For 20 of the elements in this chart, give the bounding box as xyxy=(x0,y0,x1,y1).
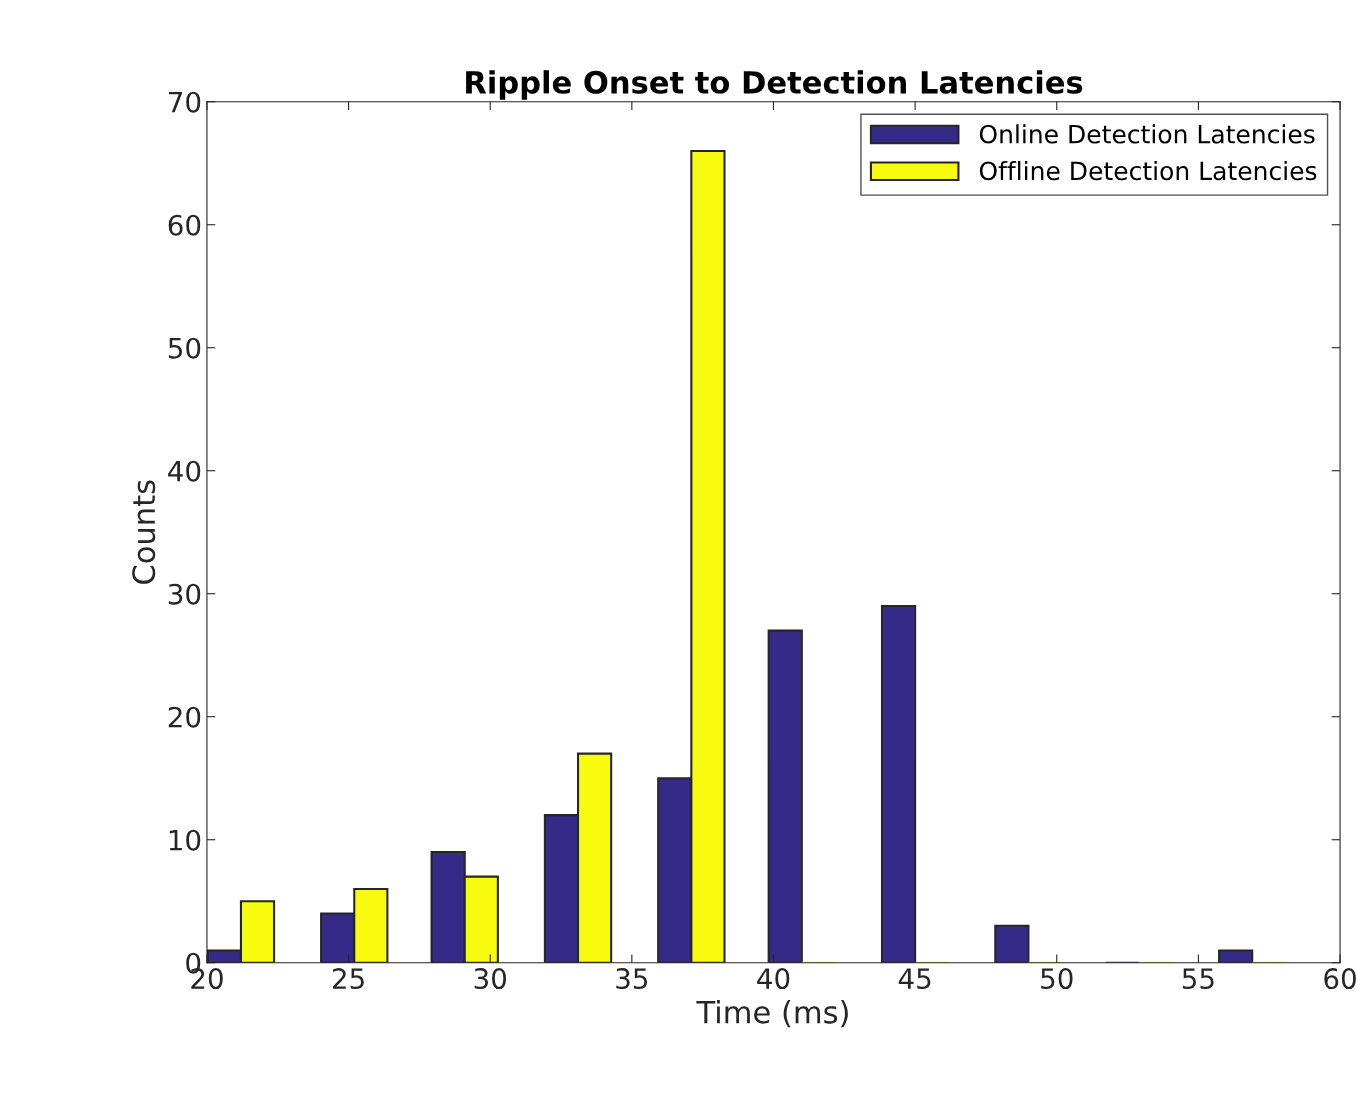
legend-label: Offline Detection Latencies xyxy=(979,160,1317,181)
y-tick-label: 30 xyxy=(168,583,201,605)
x-axis-title: Time (ms) xyxy=(696,1000,848,1028)
y-tick-label: 70 xyxy=(169,91,201,113)
x-tick-label: 25 xyxy=(332,968,364,990)
x-tick-label: 35 xyxy=(616,968,648,990)
x-tick-label: 45 xyxy=(898,968,931,990)
x-tick-label: 55 xyxy=(1182,968,1214,990)
x-tick-label: 40 xyxy=(757,968,790,990)
x-tick-label: 60 xyxy=(1324,968,1356,990)
y-tick-label: 50 xyxy=(168,337,201,359)
y-tick-label: 40 xyxy=(168,460,201,482)
y-tick-label: 10 xyxy=(169,829,201,851)
x-tick-label: 30 xyxy=(474,968,507,990)
x-tick-label: 50 xyxy=(1041,968,1073,990)
chart-title: Ripple Onset to Detection Latencies xyxy=(466,70,1083,100)
y-axis-title: Counts xyxy=(132,480,156,584)
legend-label: Online Detection Latencies xyxy=(979,124,1315,144)
y-tick-label: 60 xyxy=(168,214,201,236)
y-tick-label: 20 xyxy=(168,706,201,728)
